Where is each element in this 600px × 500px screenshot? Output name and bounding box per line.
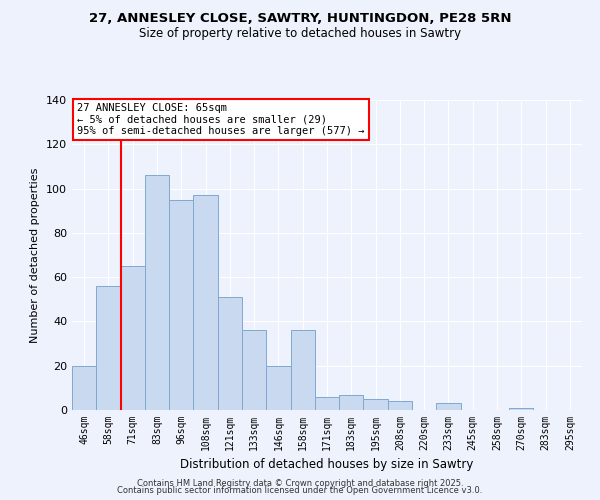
Bar — [315, 396, 339, 410]
Bar — [364, 399, 388, 410]
Bar — [121, 266, 145, 410]
Bar — [509, 408, 533, 410]
Text: Contains HM Land Registry data © Crown copyright and database right 2025.: Contains HM Land Registry data © Crown c… — [137, 478, 463, 488]
Bar — [339, 394, 364, 410]
Bar — [242, 330, 266, 410]
Bar — [169, 200, 193, 410]
Bar — [290, 330, 315, 410]
Bar — [436, 404, 461, 410]
Bar — [218, 297, 242, 410]
Y-axis label: Number of detached properties: Number of detached properties — [31, 168, 40, 342]
X-axis label: Distribution of detached houses by size in Sawtry: Distribution of detached houses by size … — [181, 458, 473, 471]
Bar — [266, 366, 290, 410]
Text: 27, ANNESLEY CLOSE, SAWTRY, HUNTINGDON, PE28 5RN: 27, ANNESLEY CLOSE, SAWTRY, HUNTINGDON, … — [89, 12, 511, 26]
Text: 27 ANNESLEY CLOSE: 65sqm
← 5% of detached houses are smaller (29)
95% of semi-de: 27 ANNESLEY CLOSE: 65sqm ← 5% of detache… — [77, 103, 365, 136]
Bar — [96, 286, 121, 410]
Bar — [193, 195, 218, 410]
Bar — [388, 401, 412, 410]
Bar — [72, 366, 96, 410]
Text: Contains public sector information licensed under the Open Government Licence v3: Contains public sector information licen… — [118, 486, 482, 495]
Bar — [145, 176, 169, 410]
Text: Size of property relative to detached houses in Sawtry: Size of property relative to detached ho… — [139, 28, 461, 40]
